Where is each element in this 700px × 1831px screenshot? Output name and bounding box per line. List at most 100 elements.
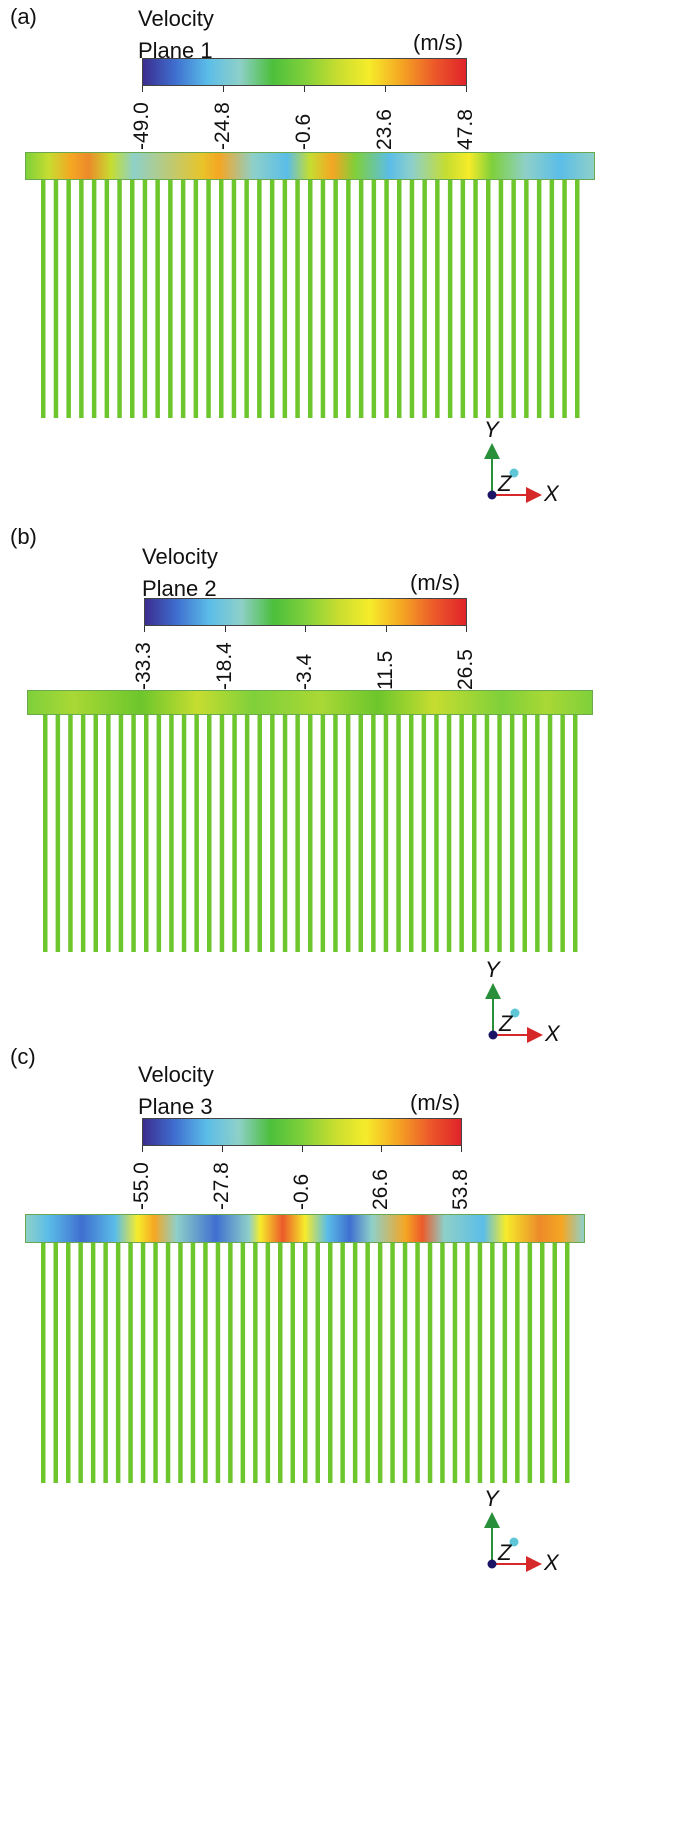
fin (524, 180, 529, 418)
fin (257, 715, 262, 952)
fin (383, 715, 389, 952)
x-axis-label: X (544, 1550, 559, 1575)
fin (244, 180, 249, 418)
z-axis-dot (510, 1008, 520, 1018)
fin (156, 715, 162, 952)
fin (168, 180, 173, 418)
fin (41, 1243, 46, 1483)
fin (421, 715, 427, 952)
panel-c: (c) Velocity Plane 3 (m/s) -55.0 -27.8 -0.… (0, 1040, 700, 1831)
x-axis-label: X (545, 1021, 560, 1046)
fin (415, 1243, 420, 1483)
fin-array (43, 715, 578, 952)
fin (333, 715, 338, 952)
fin (434, 715, 439, 952)
axis-origin (487, 1559, 497, 1569)
fin (333, 180, 338, 418)
fin (270, 715, 275, 952)
fin (66, 1243, 71, 1483)
fin (219, 715, 225, 952)
fin (190, 1243, 196, 1483)
fin (90, 1243, 96, 1483)
velocity-field (25, 152, 595, 180)
fin (53, 1243, 58, 1483)
fin (240, 1243, 246, 1483)
colorbar-tick (223, 86, 224, 92)
fin (153, 1243, 158, 1483)
colorbar-tick-label: -0.6 (289, 1173, 313, 1210)
z-axis-dot (509, 1537, 519, 1547)
fin (78, 1243, 83, 1483)
colorbar-tick (461, 1146, 462, 1152)
fin (486, 180, 491, 418)
axis-origin (487, 490, 497, 500)
fin (80, 715, 86, 952)
fin (345, 715, 351, 952)
fin (231, 180, 237, 418)
fin (540, 1243, 545, 1483)
colorbar (142, 58, 467, 86)
fin (402, 1243, 408, 1483)
panel-a: (a) Velocity Plane 1 (m/s) -49.0 -24.8 -0.… (0, 0, 700, 520)
fin (384, 180, 389, 418)
fin (328, 1243, 333, 1483)
fin (459, 715, 464, 952)
fin (93, 715, 98, 952)
axis-triad: Y Z X (482, 417, 572, 506)
panel-label: (b) (10, 524, 37, 549)
colorbar-title: Velocity Plane 3 (138, 1062, 214, 1120)
colorbar-tick-label: 26.5 (454, 649, 477, 690)
fin (502, 1243, 508, 1483)
colorbar-title-line2: Plane 2 (142, 576, 217, 601)
fin (140, 1243, 146, 1483)
fin (427, 1243, 433, 1483)
fin (358, 715, 363, 952)
colorbar-tick-label: -33.3 (132, 642, 155, 690)
colorbar-tick (224, 626, 226, 632)
fin (498, 180, 504, 418)
fin (180, 180, 186, 418)
fin (320, 715, 326, 952)
z-axis-dot (509, 468, 519, 478)
fin (511, 180, 516, 418)
fin (118, 715, 124, 952)
fin (346, 180, 351, 418)
colorbar-title: Velocity Plane 1 (138, 6, 214, 64)
colorbar-tick (142, 86, 143, 92)
colorbar-tick-label: -27.8 (209, 1162, 233, 1210)
colorbar (144, 598, 467, 626)
fin (562, 180, 567, 418)
colorbar-tick-label: 53.8 (449, 1169, 472, 1210)
fin (497, 715, 502, 952)
colorbar-title-line1: Velocity (138, 1062, 214, 1087)
colorbar-tick-label: 26.6 (369, 1169, 393, 1210)
fin (509, 715, 515, 952)
fin (460, 180, 466, 418)
fin (573, 715, 578, 952)
fin (128, 1243, 133, 1483)
fin (117, 180, 122, 418)
colorbar-tick (304, 86, 305, 92)
panel-b: (b) Velocity Plane 2 (m/s) -33.3 -18.4 -3.… (0, 520, 700, 1046)
panel-label: (c) (10, 1044, 36, 1069)
fin (144, 715, 149, 952)
fin (194, 715, 199, 952)
fin (115, 1243, 121, 1483)
fin (515, 1243, 520, 1483)
colorbar-tick-label: 23.6 (373, 109, 396, 150)
velocity-field (25, 1214, 585, 1243)
colorbar-tick-label: 11.5 (373, 650, 397, 690)
colorbar-unit: (m/s) (410, 570, 461, 595)
y-axis-label: Y (485, 957, 500, 982)
fin (282, 715, 288, 952)
fin (295, 715, 300, 952)
fin (352, 1243, 358, 1483)
fin (290, 1243, 295, 1483)
fin (549, 180, 555, 418)
fin (215, 1243, 221, 1483)
fin (435, 180, 440, 418)
fin (91, 180, 97, 418)
fin (130, 180, 135, 418)
colorbar-tick (142, 1146, 143, 1152)
fin (440, 1243, 445, 1483)
